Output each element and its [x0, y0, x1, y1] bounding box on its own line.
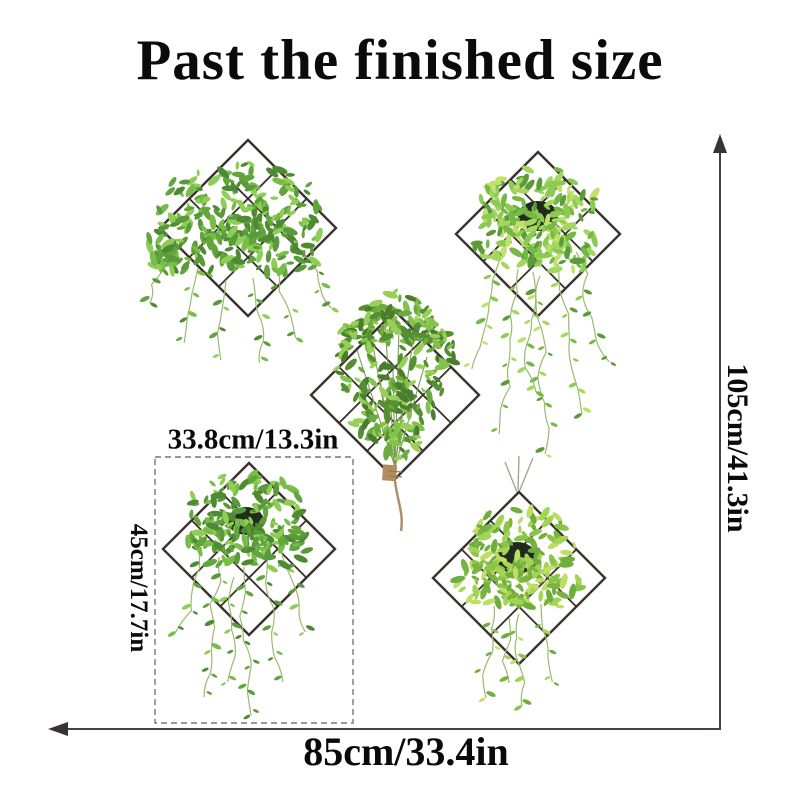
height-measure-arrow [713, 134, 727, 729]
tied-herb-bundle-in-diamond-grid-center [309, 288, 481, 532]
overall-width-label: 85cm/33.4in [303, 729, 509, 774]
panel-outline-dashed-box [154, 456, 354, 724]
hanging-pot-plant-in-diamond-grid-bottom-right [431, 455, 607, 711]
width-measure-arrow [48, 722, 721, 736]
hanging-pot-plant-in-diamond-grid-top-right [454, 150, 622, 458]
trailing-pot-plant-in-diamond-grid-bottom-left [161, 461, 337, 720]
trailing-plant-in-diamond-grid-top-left [139, 138, 339, 364]
plant-panels [139, 138, 622, 720]
overall-height-label: 105cm/41.3in [721, 363, 754, 533]
page-title: Past the finished size [136, 29, 664, 92]
panel-width-label: 33.8cm/13.3in [167, 423, 339, 456]
panel-height-label: 45cm/17.7in [125, 523, 152, 653]
